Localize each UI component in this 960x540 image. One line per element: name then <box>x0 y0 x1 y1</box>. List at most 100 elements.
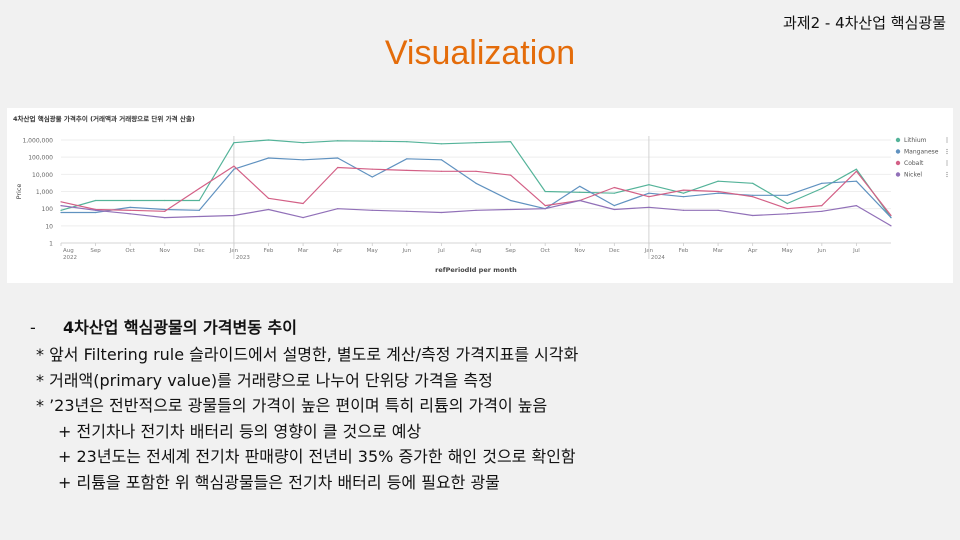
legend-menu-dot <box>946 152 948 155</box>
notes-section: - 4차산업 핵심광물의 가격변동 추이 * 앞서 Filtering rule … <box>30 314 940 495</box>
data-point-manganese <box>786 194 788 196</box>
data-point-manganese <box>267 157 270 159</box>
x-tick-label: Oct <box>125 248 135 254</box>
data-point-manganese <box>198 209 200 211</box>
data-point-nickel <box>475 209 477 211</box>
data-point-cobalt <box>786 208 788 210</box>
data-point-nickel <box>544 208 546 210</box>
data-point-nickel <box>406 210 408 212</box>
data-point-manganese <box>440 159 443 161</box>
notes-list: * 앞서 Filtering rule 슬라이드에서 설명한, 별도로 계산/측… <box>30 342 940 495</box>
notes-line: * 거래액(primary value)를 거래량으로 나누어 단위당 가격을 … <box>36 370 493 390</box>
data-point-cobalt <box>752 196 754 198</box>
y-tick-label: 10 <box>45 223 53 230</box>
x-tick-label: Dec <box>194 248 205 254</box>
legend-menu-dot <box>946 141 948 143</box>
data-point-manganese <box>821 182 823 184</box>
data-point-cobalt <box>406 169 408 171</box>
legend-menu-dot <box>946 173 948 176</box>
x-tick-label: Sep <box>90 248 101 254</box>
data-point-lithium <box>717 180 719 182</box>
x-tick-label: Dec <box>609 248 620 254</box>
data-point-cobalt <box>198 187 200 190</box>
data-point-nickel <box>613 208 615 211</box>
data-point-manganese <box>371 176 373 178</box>
data-point-cobalt <box>682 189 685 191</box>
data-point-lithium <box>164 199 166 202</box>
notes-heading: - 4차산업 핵심광물의 가격변동 추이 <box>30 314 940 338</box>
notes-line: * ’23년은 전반적으로 광물들의 가격이 높은 편이며 특히 리튬의 가격이… <box>36 396 548 415</box>
notes-line: + 23년도는 전세계 전기차 판매량이 전년비 35% 증가한 해인 것으로 … <box>58 447 576 466</box>
data-point-lithium <box>198 199 200 202</box>
data-point-lithium <box>440 143 443 145</box>
data-point-manganese <box>406 158 408 160</box>
data-point-nickel <box>786 213 788 215</box>
legend-label-manganese: Manganese <box>904 149 939 156</box>
data-point-nickel <box>337 208 339 210</box>
y-tick-label: 1,000,000 <box>22 138 53 145</box>
data-point-manganese <box>855 180 858 182</box>
x-tick-label: Jun <box>402 248 412 254</box>
legend-swatch-cobalt <box>895 160 901 166</box>
data-point-lithium <box>613 192 615 194</box>
data-point-nickel <box>821 210 823 212</box>
legend-menu-dot <box>946 171 948 174</box>
x-tick-label: May <box>367 248 379 254</box>
data-point-lithium <box>648 184 650 186</box>
legend-menu-dot <box>946 139 948 141</box>
x-axis-label: refPeriodId per month <box>435 266 517 274</box>
data-point-manganese <box>164 208 166 211</box>
data-point-cobalt <box>613 186 615 189</box>
data-point-nickel <box>198 215 200 218</box>
data-point-lithium <box>544 190 546 193</box>
chart-panel: 4차산업 핵심광물 가격추이 (거래액과 거래량으로 단위 가격 산출) 1,00… <box>7 108 953 283</box>
data-point-nickel <box>302 217 304 219</box>
y-tick-label: 100,000 <box>28 155 53 162</box>
data-point-cobalt <box>855 170 858 172</box>
notes-line: * 앞서 Filtering rule 슬라이드에서 설명한, 별도로 계산/측… <box>36 345 579 364</box>
data-point-nickel <box>60 205 62 207</box>
legend-menu-dot <box>946 160 948 162</box>
data-point-lithium <box>60 209 62 211</box>
x-tick-label: Feb <box>264 248 274 254</box>
data-point-cobalt <box>509 174 512 176</box>
x-tick-label: Mar <box>298 248 309 254</box>
data-point-cobalt <box>164 210 166 212</box>
data-point-manganese <box>752 194 754 196</box>
slide-topic: 과제2 - 4차산업 핵심광물 <box>782 14 946 32</box>
x-tick-label: Nov <box>574 248 585 254</box>
x-tick-label: Oct <box>540 248 550 254</box>
y-tick-label: 100 <box>42 206 54 213</box>
data-point-lithium <box>786 202 788 205</box>
y-tick-label: 10,000 <box>32 172 53 179</box>
data-point-lithium <box>821 187 823 190</box>
x-year-label: 2022 <box>63 255 77 261</box>
data-point-nickel <box>164 217 166 219</box>
data-point-nickel <box>233 214 235 217</box>
notes-line: + 전기차나 전기차 배터리 등의 영향이 클 것으로 예상 <box>58 421 422 441</box>
x-tick-label: Apr <box>333 248 343 254</box>
data-point-manganese <box>302 159 304 161</box>
legend-menu-dot <box>946 150 948 153</box>
data-point-cobalt <box>821 205 823 207</box>
data-point-lithium <box>267 139 270 141</box>
x-tick-label: Sep <box>505 248 516 254</box>
series-line-lithium <box>60 139 892 218</box>
data-point-manganese <box>94 211 97 214</box>
notes-heading-text: 4차산업 핵심광물의 가격변동 추이 <box>63 318 297 337</box>
data-point-nickel <box>579 199 581 202</box>
data-point-lithium <box>475 142 477 144</box>
x-tick-label: Aug <box>63 248 74 254</box>
data-point-cobalt <box>544 205 546 207</box>
data-point-manganese <box>648 192 650 194</box>
data-point-cobalt <box>233 165 235 167</box>
legend-label-cobalt: Cobalt <box>904 160 924 167</box>
data-point-manganese <box>890 217 892 219</box>
heading-bullet: - <box>30 318 36 337</box>
data-point-nickel <box>509 208 512 211</box>
x-tick-label: Nov <box>159 248 170 254</box>
x-year-label: 2024 <box>651 255 665 261</box>
data-point-lithium <box>371 140 373 142</box>
chart-title: 4차산업 핵심광물 가격추이 (거래액과 거래량으로 단위 가격 산출) <box>13 114 195 123</box>
data-point-nickel <box>855 205 858 207</box>
